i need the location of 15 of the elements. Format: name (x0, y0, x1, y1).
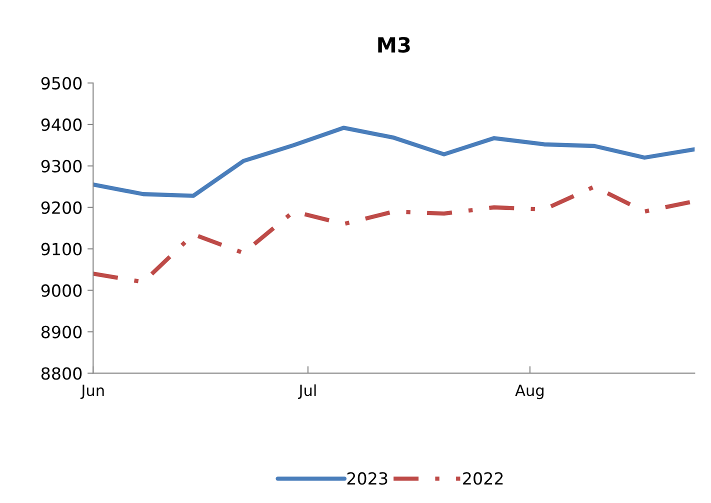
legend-label: 2022 (463, 472, 503, 485)
y-tick-label: 9100 (41, 242, 82, 256)
x-tick-label: Aug (515, 384, 544, 400)
y-tick-label: 9300 (41, 160, 82, 172)
x-tick-label: Jun (80, 384, 104, 400)
chart-title: M3 (378, 36, 410, 53)
y-tick-label: 9500 (41, 76, 82, 90)
line-series (93, 126, 695, 198)
y-tick-label: 9000 (41, 284, 82, 297)
legend-label: 2023 (347, 472, 388, 485)
x-tick-label: Jul (298, 384, 316, 400)
y-tick-label: 9400 (41, 118, 82, 132)
y-tick-label: 8900 (41, 326, 82, 338)
y-tick-label: 9200 (41, 201, 82, 214)
y-tick-label: 8800 (41, 367, 82, 380)
